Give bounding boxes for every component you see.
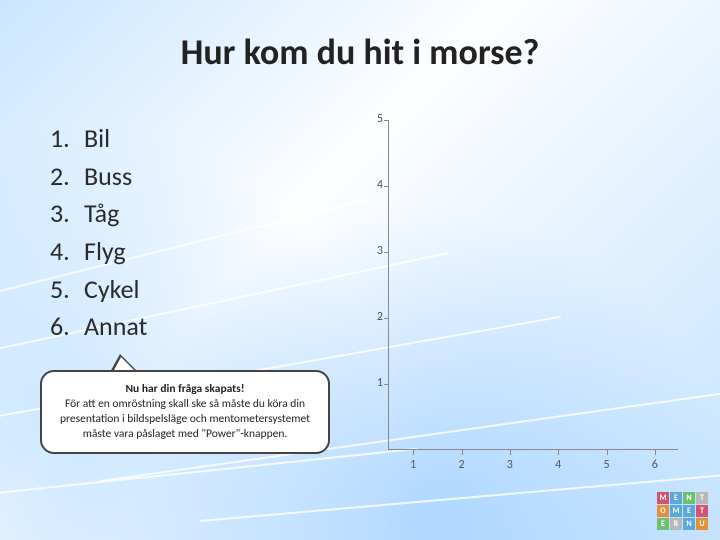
- logo-cell: N: [683, 492, 695, 504]
- option-number: 6.: [50, 308, 84, 346]
- option-label: Bil: [84, 120, 110, 158]
- logo-cell: E: [670, 492, 682, 504]
- bar-chart: 12345123456: [360, 120, 690, 480]
- option-number: 1.: [50, 120, 84, 158]
- logo-cell: T: [696, 505, 708, 517]
- x-tick-mark: [462, 450, 463, 455]
- option-number: 2.: [50, 158, 84, 196]
- callout-line2: För att en omröstning skall ske så måste…: [60, 397, 310, 441]
- chart-plot-area: 12345123456: [388, 120, 678, 450]
- logo-cell: E: [657, 518, 669, 530]
- option-number: 3.: [50, 195, 84, 233]
- x-tick-label: 1: [407, 458, 419, 472]
- y-tick-mark: [384, 384, 389, 385]
- callout-body: Nu har din fråga skapats! För att en omr…: [40, 370, 330, 454]
- logo-cell: M: [657, 492, 669, 504]
- option-row: 4.Flyg: [50, 233, 147, 271]
- x-tick-label: 4: [552, 458, 564, 472]
- option-row: 2.Buss: [50, 158, 147, 196]
- logo-cell: N: [683, 518, 695, 530]
- option-label: Buss: [84, 158, 132, 196]
- y-tick-mark: [384, 186, 389, 187]
- logo-cell: T: [696, 492, 708, 504]
- x-tick-mark: [510, 450, 511, 455]
- logo-cell: O: [657, 505, 669, 517]
- logo-cell: E: [683, 505, 695, 517]
- callout: Nu har din fråga skapats! För att en omr…: [40, 370, 330, 454]
- option-number: 5.: [50, 271, 84, 309]
- x-tick-label: 6: [649, 458, 661, 472]
- option-label: Flyg: [84, 233, 126, 271]
- y-tick-label: 5: [365, 112, 383, 126]
- x-tick-mark: [413, 450, 414, 455]
- y-tick-label: 4: [365, 178, 383, 192]
- option-row: 6.Annat: [50, 308, 147, 346]
- option-row: 5.Cykel: [50, 271, 147, 309]
- x-tick-label: 3: [504, 458, 516, 472]
- option-row: 1.Bil: [50, 120, 147, 158]
- option-label: Annat: [84, 308, 147, 346]
- y-tick-mark: [384, 252, 389, 253]
- option-label: Tåg: [84, 195, 119, 233]
- x-tick-label: 5: [601, 458, 613, 472]
- callout-line1: Nu har din fråga skapats!: [125, 382, 244, 396]
- y-tick-label: 2: [365, 310, 383, 324]
- option-label: Cykel: [84, 271, 140, 309]
- slide-title: Hur kom du hit i morse?: [0, 30, 720, 74]
- logo-cell: R: [670, 518, 682, 530]
- logo-cell: U: [696, 518, 708, 530]
- streak: [0, 448, 417, 502]
- slide: Hur kom du hit i morse? 1.Bil2.Buss3.Tåg…: [0, 0, 720, 540]
- mentometer-logo: MENTOMETERNU: [657, 492, 708, 530]
- x-tick-mark: [558, 450, 559, 455]
- y-tick-mark: [384, 318, 389, 319]
- options-list: 1.Bil2.Buss3.Tåg4.Flyg5.Cykel6.Annat: [50, 120, 147, 346]
- option-row: 3.Tåg: [50, 195, 147, 233]
- x-tick-label: 2: [456, 458, 468, 472]
- x-tick-mark: [655, 450, 656, 455]
- y-tick-mark: [384, 120, 389, 121]
- y-tick-label: 3: [365, 244, 383, 258]
- option-number: 4.: [50, 233, 84, 271]
- y-tick-label: 1: [365, 376, 383, 390]
- logo-cell: M: [670, 505, 682, 517]
- x-tick-mark: [607, 450, 608, 455]
